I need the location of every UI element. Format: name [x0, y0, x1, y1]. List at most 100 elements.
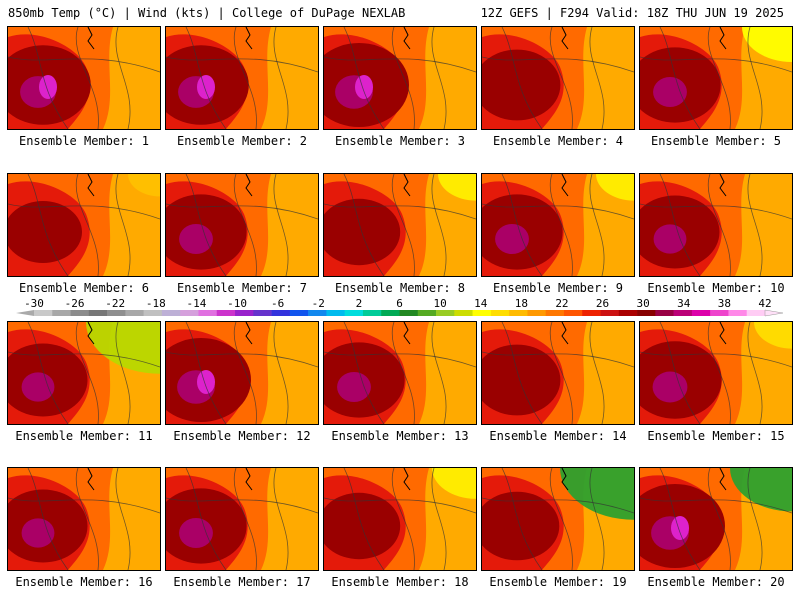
colorbar-swatch: [271, 310, 291, 316]
colorbar-tick-label: -26: [65, 298, 85, 310]
ensemble-member-label: Ensemble Member: 3: [334, 134, 466, 148]
colorbar-swatch: [34, 310, 53, 316]
colorbar-tick-label: 10: [433, 298, 446, 310]
colorbar-swatch: [637, 310, 656, 316]
ensemble-member-label: Ensemble Member: 17: [173, 575, 311, 589]
colorbar-swatch: [198, 310, 218, 316]
colorbar-swatch: [88, 310, 108, 316]
colorbar-tick-label: -2: [312, 298, 325, 310]
ensemble-panel-10: [639, 173, 793, 277]
ensemble-member-label: Ensemble Member: 20: [647, 575, 785, 589]
colorbar-swatch: [673, 310, 693, 316]
colorbar-swatch: [618, 310, 638, 316]
ensemble-panel-20: [639, 467, 793, 571]
colorbar-tick-label: -30: [24, 298, 44, 310]
temperature-map: [482, 322, 634, 424]
ensemble-member-label: Ensemble Member: 4: [492, 134, 624, 148]
ensemble-member-label: Ensemble Member: 11: [15, 429, 153, 443]
colorbar-swatch: [454, 310, 473, 316]
colorbar-tick-label: 38: [718, 298, 731, 310]
colorbar-tick-label: 6: [396, 298, 403, 310]
colorbar-tick-label: -6: [271, 298, 284, 310]
colorbar-swatch: [253, 310, 272, 316]
temperature-map: [640, 174, 792, 276]
temperature-map: [482, 174, 634, 276]
temperature-map: [8, 27, 160, 129]
colorbar-swatch: [308, 310, 327, 316]
colorbar-tick-label: 42: [758, 298, 771, 310]
temperature-map: [640, 468, 792, 570]
ensemble-panel-9: [481, 173, 635, 277]
ensemble-member-label: Ensemble Member: 6: [18, 281, 150, 295]
temperature-map: [640, 322, 792, 424]
temperature-map: [8, 322, 160, 424]
colorbar-swatch: [52, 310, 71, 316]
colorbar-swatch: [600, 310, 620, 316]
temperature-map: [166, 27, 318, 129]
colorbar-swatch: [235, 310, 254, 316]
colorbar-swatch: [545, 310, 565, 316]
ensemble-panel-13: [323, 321, 477, 425]
ensemble-panel-4: [481, 26, 635, 130]
ensemble-panel-2: [165, 26, 319, 130]
colorbar-swatch: [563, 310, 583, 316]
temperature-map: [324, 468, 476, 570]
colorbar-swatch: [472, 310, 492, 316]
ensemble-panel-19: [481, 467, 635, 571]
colorbar-swatch: [746, 310, 766, 316]
ensemble-member-label: Ensemble Member: 13: [331, 429, 469, 443]
ensemble-member-label: Ensemble Member: 2: [176, 134, 308, 148]
colorbar-swatch: [344, 310, 364, 316]
ensemble-panel-12: [165, 321, 319, 425]
ensemble-panel-3: [323, 26, 477, 130]
colorbar-tick-label: -10: [227, 298, 247, 310]
colorbar-swatch: [180, 310, 199, 316]
ensemble-member-label: Ensemble Member: 16: [15, 575, 153, 589]
ensemble-member-label: Ensemble Member: 8: [334, 281, 466, 295]
temperature-map: [324, 174, 476, 276]
colorbar-tick-label: 14: [474, 298, 488, 310]
colorbar-tick-label: -22: [105, 298, 125, 310]
ensemble-member-label: Ensemble Member: 18: [331, 575, 469, 589]
colorbar-swatch: [655, 310, 674, 316]
ensemble-member-label: Ensemble Member: 15: [647, 429, 785, 443]
temperature-map: [482, 27, 634, 129]
colorbar-swatch: [728, 310, 748, 316]
temperature-map: [8, 468, 160, 570]
temperature-map: [166, 322, 318, 424]
colorbar-swatch: [216, 310, 236, 316]
ensemble-member-label: Ensemble Member: 9: [492, 281, 624, 295]
temperature-map: [324, 27, 476, 129]
temperature-map: [166, 468, 318, 570]
ensemble-panel-15: [639, 321, 793, 425]
colorbar-swatch: [125, 310, 144, 316]
colorbar-tick-label: 30: [637, 298, 650, 310]
colorbar-tick-label: -14: [187, 298, 207, 310]
colorbar-right-arrow: [764, 309, 784, 317]
colorbar-tick-label: 18: [515, 298, 528, 310]
ensemble-panel-16: [7, 467, 161, 571]
temperature-map: [166, 174, 318, 276]
ensemble-panel-7: [165, 173, 319, 277]
ensemble-panel-6: [7, 173, 161, 277]
colorbar-swatch: [289, 310, 309, 316]
colorbar-swatch: [509, 310, 528, 316]
temperature-map: [640, 27, 792, 129]
ensemble-member-label: Ensemble Member: 19: [489, 575, 627, 589]
colorbar-swatch: [527, 310, 546, 316]
colorbar-left-arrow: [16, 310, 34, 316]
temperature-map: [324, 322, 476, 424]
colorbar-tick-label: 26: [596, 298, 609, 310]
colorbar-swatch: [417, 310, 437, 316]
colorbar-tick-label: 22: [555, 298, 568, 310]
colorbar-swatch: [436, 310, 455, 316]
colorbar-swatch: [161, 310, 181, 316]
colorbar-swatch: [582, 310, 601, 316]
ensemble-panel-11: [7, 321, 161, 425]
ensemble-panel-5: [639, 26, 793, 130]
colorbar-swatch: [381, 310, 400, 316]
ensemble-member-label: Ensemble Member: 10: [647, 281, 785, 295]
ensemble-member-label: Ensemble Member: 5: [650, 134, 782, 148]
temperature-colorbar: -30 -26 -22 -18 -14 -10 -6 -2 2 6 10 14 18 22 26 30 34 38…: [0, 298, 800, 320]
colorbar-swatch: [107, 310, 126, 316]
